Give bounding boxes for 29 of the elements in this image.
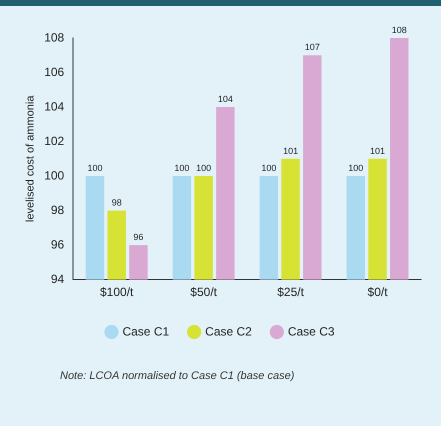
y-tick-label: 94 [50, 272, 65, 286]
text: Note: LCOA normalised to Case C1 (base case) [60, 370, 294, 382]
data-label: 104 [218, 94, 233, 104]
data-label: 100 [348, 163, 364, 174]
data-label: 101 [370, 146, 386, 156]
data-label: 100 [87, 163, 102, 174]
y-tick-label: 100 [44, 168, 65, 182]
y-tick-label: 98 [50, 202, 65, 217]
data-label: 108 [392, 24, 407, 35]
x-tick-label: $0/t [368, 285, 388, 300]
x-tick-label: $100/t [100, 285, 134, 300]
y-axis-title: levelised cost of ammonia [24, 94, 37, 222]
data-label: 107 [304, 42, 320, 52]
data-label: 101 [283, 146, 298, 156]
legend-label: Case C1 [122, 324, 170, 338]
x-tick-label: $50/t [190, 285, 218, 300]
y-tick-label: 102 [44, 134, 65, 148]
data-label: 100 [261, 163, 276, 174]
data-label: 100 [174, 163, 190, 174]
y-tick-label: 96 [50, 237, 65, 252]
y-tick-label: 106 [44, 64, 65, 79]
x-tick-label: $25/t [277, 285, 305, 300]
legend-label: Case C3 [288, 324, 335, 338]
legend-label: Case C2 [205, 324, 252, 338]
y-tick-label: 108 [44, 30, 65, 44]
data-label: 96 [133, 232, 144, 242]
y-tick-label: 104 [44, 99, 65, 114]
data-label: 98 [112, 198, 122, 208]
data-label: 100 [196, 163, 212, 174]
